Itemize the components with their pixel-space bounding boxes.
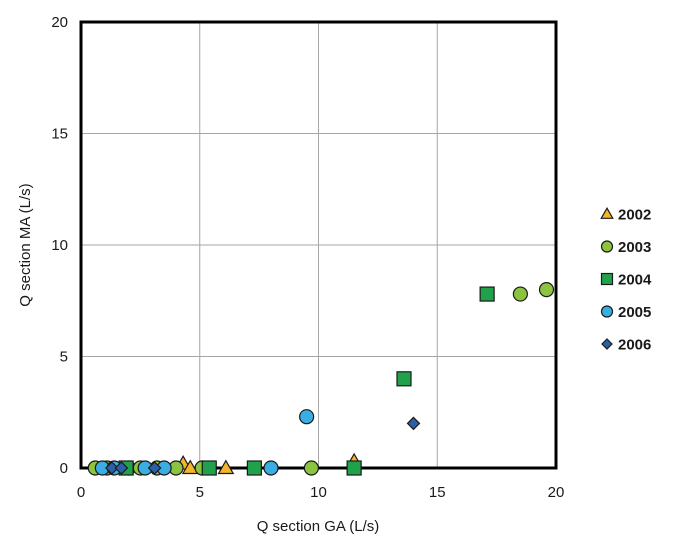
x-tick-label: 10: [310, 484, 327, 501]
legend-label-2004: 2004: [618, 272, 652, 289]
legend-item-2006: 2006: [601, 337, 651, 354]
data-point-2006: [406, 416, 421, 431]
grid-lines: [80, 21, 557, 469]
legend-item-2003: 2003: [600, 239, 651, 256]
legend-label-2003: 2003: [618, 239, 651, 256]
y-axis-title: Q section MA (L/s): [17, 183, 34, 306]
y-tick-label: 5: [60, 349, 68, 366]
data-points: [87, 282, 555, 476]
y-tick-label: 15: [51, 126, 68, 143]
legend-label-2002: 2002: [618, 207, 651, 224]
data-point-2006: [147, 461, 162, 475]
x-tick-label: 5: [196, 484, 204, 501]
data-point-2002: [181, 459, 199, 475]
legend-label-2006: 2006: [618, 337, 651, 354]
data-point-2004: [396, 371, 412, 387]
data-point-2004: [346, 460, 362, 476]
legend-marker-2005: [600, 305, 614, 318]
legend: 2002 2003 2004 2005 2006: [600, 207, 652, 354]
data-point-2005: [263, 460, 279, 476]
x-tick-label: 0: [77, 484, 85, 501]
series-2004: [118, 286, 495, 476]
x-tick-label: 15: [429, 484, 446, 501]
legend-item-2005: 2005: [600, 304, 651, 321]
legend-item-2002: 2002: [600, 207, 651, 224]
data-point-2003: [538, 282, 555, 298]
data-point-2004: [201, 460, 217, 476]
data-point-2003: [512, 286, 528, 302]
x-tick-label: 20: [548, 484, 565, 501]
series-2003: [87, 282, 555, 476]
legend-marker-2006: [601, 338, 613, 350]
legend-marker-2002: [600, 207, 614, 219]
x-axis-title: Q section GA (L/s): [257, 518, 380, 535]
data-point-2004: [246, 460, 262, 476]
legend-label-2005: 2005: [618, 304, 651, 321]
y-tick-label: 10: [51, 237, 68, 254]
data-point-2006: [105, 461, 119, 475]
data-point-2004: [479, 286, 495, 302]
series-2006: [105, 416, 421, 475]
data-point-2006: [114, 461, 129, 475]
data-point-2005: [299, 409, 315, 425]
x-axis-ticks: 0 5 10 15 20: [77, 484, 565, 501]
y-tick-label: 0: [60, 460, 68, 477]
legend-marker-2004: [600, 272, 614, 286]
y-tick-label: 20: [51, 14, 68, 31]
data-point-2002: [217, 459, 235, 475]
legend-marker-2003: [600, 240, 614, 253]
data-point-2003: [303, 460, 319, 476]
y-axis-ticks: 0 5 10 15 20: [51, 14, 68, 477]
legend-item-2004: 2004: [600, 272, 652, 289]
